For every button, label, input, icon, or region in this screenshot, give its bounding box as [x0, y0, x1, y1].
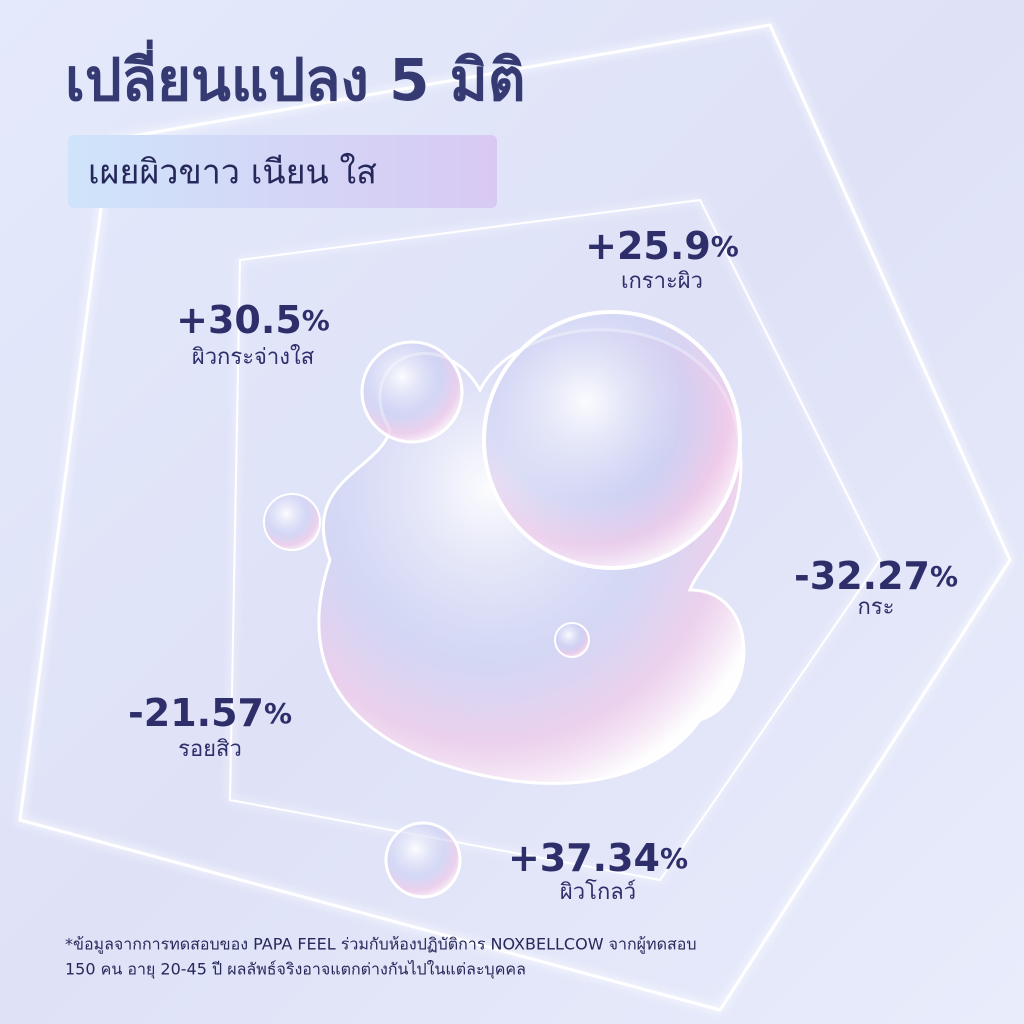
stat-label: ผิวกระจ่างใส [192, 344, 315, 370]
subtitle-badge [68, 135, 497, 208]
stat-label: กระ [858, 595, 895, 620]
neon-pentagons [15, 20, 1015, 1015]
footnote-line: *ข้อมูลจากการทดสอบของ PAPA FEEL ร่วมกับห… [65, 935, 696, 955]
bubble-illustration [263, 310, 746, 899]
stat-value: +30.5% [176, 298, 330, 342]
subtitle: เผยผิวขาว เนียน ใส [88, 153, 377, 193]
stat-value: -32.27% [794, 554, 958, 598]
stat-value: +25.9% [585, 224, 739, 268]
stat-value: -21.57% [128, 691, 292, 735]
stat-label: เกราะผิว [621, 269, 703, 294]
stat-value: +37.34% [508, 836, 688, 880]
stat-label: ผิวโกลว์ [560, 879, 636, 905]
footnote-line: 150 คน อายุ 20-45 ปี ผลลัพธ์จริงอาจแตกต่… [65, 960, 526, 980]
stat-label: รอยสิว [178, 737, 242, 762]
title: เปลี่ยนแปลง 5 มิติ [65, 39, 526, 114]
